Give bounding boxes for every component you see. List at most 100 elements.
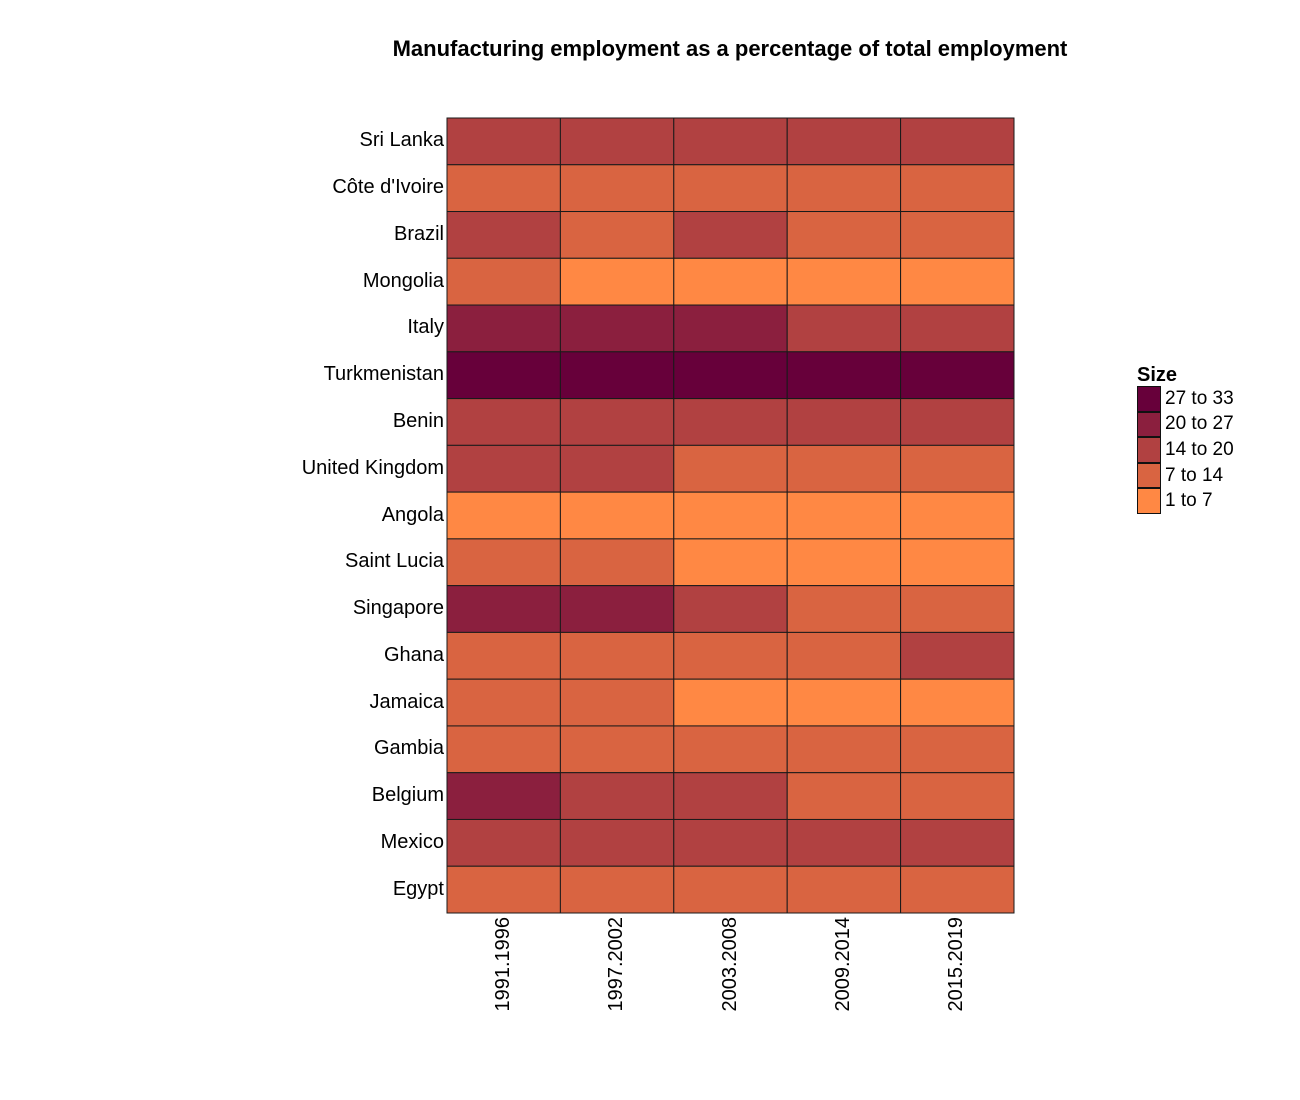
heatmap-cell xyxy=(673,444,788,493)
y-tick-label: Brazil xyxy=(393,222,444,245)
y-tick-label: Turkmenistan xyxy=(323,363,444,386)
heatmap-cell xyxy=(786,818,902,867)
heatmap-cell xyxy=(446,678,561,727)
heatmap-cell xyxy=(446,725,561,774)
heatmap-cell xyxy=(900,351,1015,400)
legend-label: 14 to 20 xyxy=(1165,438,1234,460)
heatmap-cell xyxy=(446,491,561,540)
chart-title: Manufacturing employment as a percentage… xyxy=(392,36,1068,61)
heatmap-cell xyxy=(900,725,1015,774)
heatmap-cell xyxy=(446,772,561,820)
y-tick-label: United Kingdom xyxy=(301,456,444,479)
x-tick-label: 2009.2014 xyxy=(831,917,854,1012)
heatmap-cell xyxy=(446,164,561,213)
x-tick-label: 1997.2002 xyxy=(605,917,628,1012)
heatmap-cell xyxy=(446,117,561,166)
heatmap-cell xyxy=(786,772,902,820)
heatmap-cell xyxy=(446,351,561,400)
y-tick-label: Belgium xyxy=(371,784,444,807)
heatmap-cell xyxy=(559,211,675,259)
y-tick-label: Mexico xyxy=(380,830,444,853)
heatmap-cell xyxy=(900,398,1015,446)
y-tick-label: Egypt xyxy=(392,877,444,900)
heatmap-cell xyxy=(673,351,788,400)
heatmap-cell xyxy=(900,631,1015,680)
heatmap-cell xyxy=(786,538,902,587)
legend-item: 20 to 27 xyxy=(1137,411,1234,438)
heatmap-cell xyxy=(673,865,788,914)
heatmap-cell xyxy=(786,257,902,306)
legend-swatch xyxy=(1137,462,1161,489)
heatmap-cell xyxy=(786,585,902,633)
heatmap-cell xyxy=(673,304,788,353)
heatmap-cell xyxy=(559,304,675,353)
heatmap-cell xyxy=(559,818,675,867)
heatmap-cell xyxy=(446,257,561,306)
heatmap-cell xyxy=(786,678,902,727)
heatmap-cell xyxy=(673,631,788,680)
legend-swatch xyxy=(1137,386,1161,412)
heatmap-cell xyxy=(673,725,788,774)
heatmap-cell xyxy=(900,117,1015,166)
y-tick-label: Benin xyxy=(392,409,444,432)
heatmap-cell xyxy=(559,398,675,446)
heatmap-cell xyxy=(786,631,902,680)
heatmap-cell xyxy=(786,304,902,353)
heatmap-cell xyxy=(786,725,902,774)
heatmap-cell xyxy=(786,351,902,400)
heatmap-cell xyxy=(673,538,788,587)
legend-swatch xyxy=(1137,411,1161,438)
heatmap-cell xyxy=(900,164,1015,213)
heatmap-cell xyxy=(900,678,1015,727)
y-tick-label: Côte d'Ivoire xyxy=(332,176,444,199)
x-tick-label: 2003.2008 xyxy=(718,917,741,1012)
legend-item: 27 to 33 xyxy=(1137,386,1234,412)
heatmap-cell xyxy=(786,211,902,259)
heatmap-cell xyxy=(673,818,788,867)
heatmap-cell xyxy=(446,444,561,493)
y-tick-label: Gambia xyxy=(373,737,444,760)
y-tick-label: Saint Lucia xyxy=(345,550,444,573)
heatmap-cell xyxy=(900,257,1015,306)
heatmap-cell xyxy=(900,538,1015,587)
heatmap-cell xyxy=(673,164,788,213)
y-tick-label: Mongolia xyxy=(362,269,444,292)
heatmap-cell xyxy=(900,304,1015,353)
heatmap-cell xyxy=(559,538,675,587)
heatmap-cell xyxy=(446,398,561,446)
heatmap-cell xyxy=(673,398,788,446)
heatmap-cell xyxy=(559,865,675,914)
heatmap-cell xyxy=(446,818,561,867)
heatmap-cell xyxy=(446,538,561,587)
y-tick-label: Sri Lanka xyxy=(359,129,445,152)
y-tick-label: Ghana xyxy=(383,643,444,666)
heatmap-cell xyxy=(900,818,1015,867)
heatmap-cell xyxy=(673,772,788,820)
heatmap-cell xyxy=(786,491,902,540)
heatmap-cell xyxy=(446,631,561,680)
heatmap-cell xyxy=(673,585,788,633)
heatmap-cell xyxy=(559,117,675,166)
legend-item: 7 to 14 xyxy=(1137,462,1234,489)
heatmap-cell xyxy=(900,211,1015,259)
y-tick-label: Italy xyxy=(407,316,444,339)
legend-label: 27 to 33 xyxy=(1165,387,1234,409)
y-tick-label: Singapore xyxy=(352,597,444,620)
x-tick-label: 2015.2019 xyxy=(945,917,968,1012)
legend-swatch xyxy=(1137,437,1161,463)
x-tick-label: 1991.1996 xyxy=(491,917,514,1012)
heatmap-cell xyxy=(786,117,902,166)
heatmap-cell xyxy=(900,585,1015,633)
y-tick-label: Angola xyxy=(381,503,444,526)
heatmap-cell xyxy=(786,444,902,493)
heatmap-cell xyxy=(786,865,902,914)
heatmap-cell xyxy=(673,117,788,166)
heatmap-cell xyxy=(559,164,675,213)
heatmap-cell xyxy=(673,491,788,540)
legend-title: Size xyxy=(1137,364,1178,386)
heatmap-cell xyxy=(559,351,675,400)
heatmap-cell xyxy=(559,631,675,680)
legend-label: 20 to 27 xyxy=(1165,413,1234,435)
heatmap-cell xyxy=(559,491,675,540)
